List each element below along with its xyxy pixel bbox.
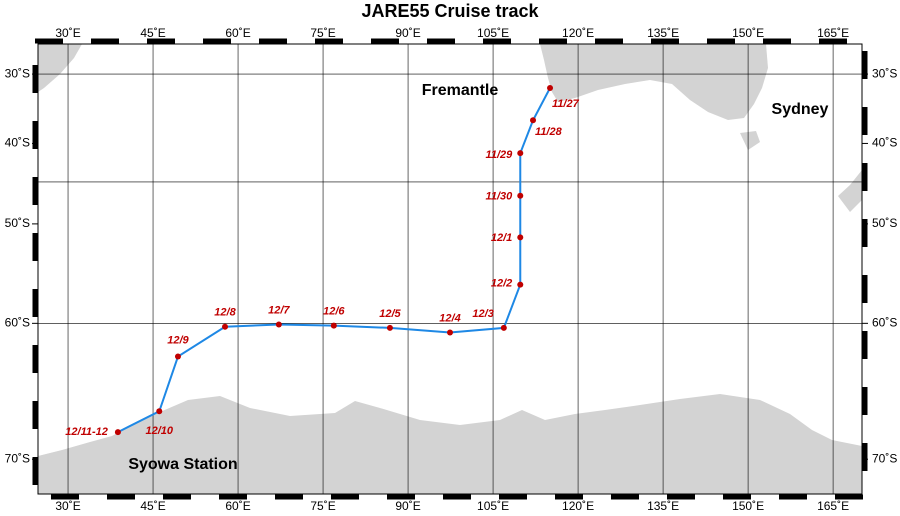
lon-tick-label: 75˚E [310,499,335,513]
place-label: Sydney [772,101,829,118]
station-label: 12/1 [491,232,512,244]
lat-tick-label: 30˚S [5,66,30,80]
station-label: 12/6 [323,306,345,318]
station-label: 11/28 [535,126,563,138]
lon-tick-label: 165˚E [817,26,849,40]
station-label: 12/2 [491,277,512,289]
lon-tick-label: 90˚E [395,26,420,40]
lon-tick-label: 120˚E [562,499,594,513]
station-point [500,324,507,331]
station-label: 12/3 [472,308,493,320]
station-label: 11/29 [486,149,514,161]
lon-tick-label: 135˚E [647,26,679,40]
station-label: 12/4 [439,312,460,324]
lat-tick-label: 50˚S [5,216,30,230]
lat-tick-label: 50˚S [872,216,897,230]
lat-tick-label: 40˚S [5,136,30,150]
new-zealand [838,170,862,212]
station-label: 12/7 [268,304,290,316]
lon-tick-label: 60˚E [225,499,250,513]
lon-tick-label: 135˚E [647,499,679,513]
lon-tick-label: 45˚E [140,26,165,40]
place-label: Syowa Station [128,456,237,473]
station-point [517,192,524,199]
station-label: 12/9 [167,334,189,346]
lon-tick-label: 165˚E [817,499,849,513]
lat-tick-label: 70˚S [5,451,30,465]
lat-tick-label: 30˚S [872,66,897,80]
lon-tick-label: 30˚E [55,26,80,40]
lon-tick-label: 120˚E [562,26,594,40]
australia [540,44,768,120]
frame [37,43,863,495]
lon-tick-label: 45˚E [140,499,165,513]
station-label: 11/27 [552,98,580,110]
lon-tick-label: 75˚E [310,26,335,40]
station-label: 12/10 [146,425,174,437]
station-point [156,408,163,415]
tasmania [740,131,760,150]
station-point [447,329,453,336]
station-label: 12/8 [214,307,236,319]
station-point [114,429,121,436]
station-label: 11/30 [486,191,514,203]
station-point [547,84,554,91]
land [38,44,862,494]
lon-tick-label: 105˚E [477,26,509,40]
title: JARE55 Cruise track [361,1,539,21]
station-point [530,117,537,124]
station-point [330,322,337,329]
lon-tick-label: 105˚E [477,499,509,513]
station-point [517,150,524,157]
lon-tick-label: 90˚E [395,499,420,513]
lat-tick-label: 70˚S [872,451,897,465]
station-point [517,281,524,288]
frame-band [32,38,868,500]
station-point [174,353,181,360]
station-point [517,234,524,241]
antarctica [38,394,862,494]
place-label: Fremantle [422,82,499,99]
lon-tick-label: 150˚E [732,26,764,40]
station-label: 12/11-12 [65,426,108,438]
lon-tick-label: 30˚E [55,499,80,513]
station-point [275,321,282,328]
lon-tick-label: 150˚E [732,499,764,513]
lat-tick-label: 60˚S [872,316,897,330]
lon-tick-label: 60˚E [225,26,250,40]
cruise-track [117,87,551,434]
lat-tick-label: 40˚S [872,136,897,150]
lat-tick-label: 60˚S [5,316,30,330]
station-label: 12/5 [379,308,401,320]
station-point [222,323,229,330]
africa [38,44,82,92]
station-point [386,324,393,331]
